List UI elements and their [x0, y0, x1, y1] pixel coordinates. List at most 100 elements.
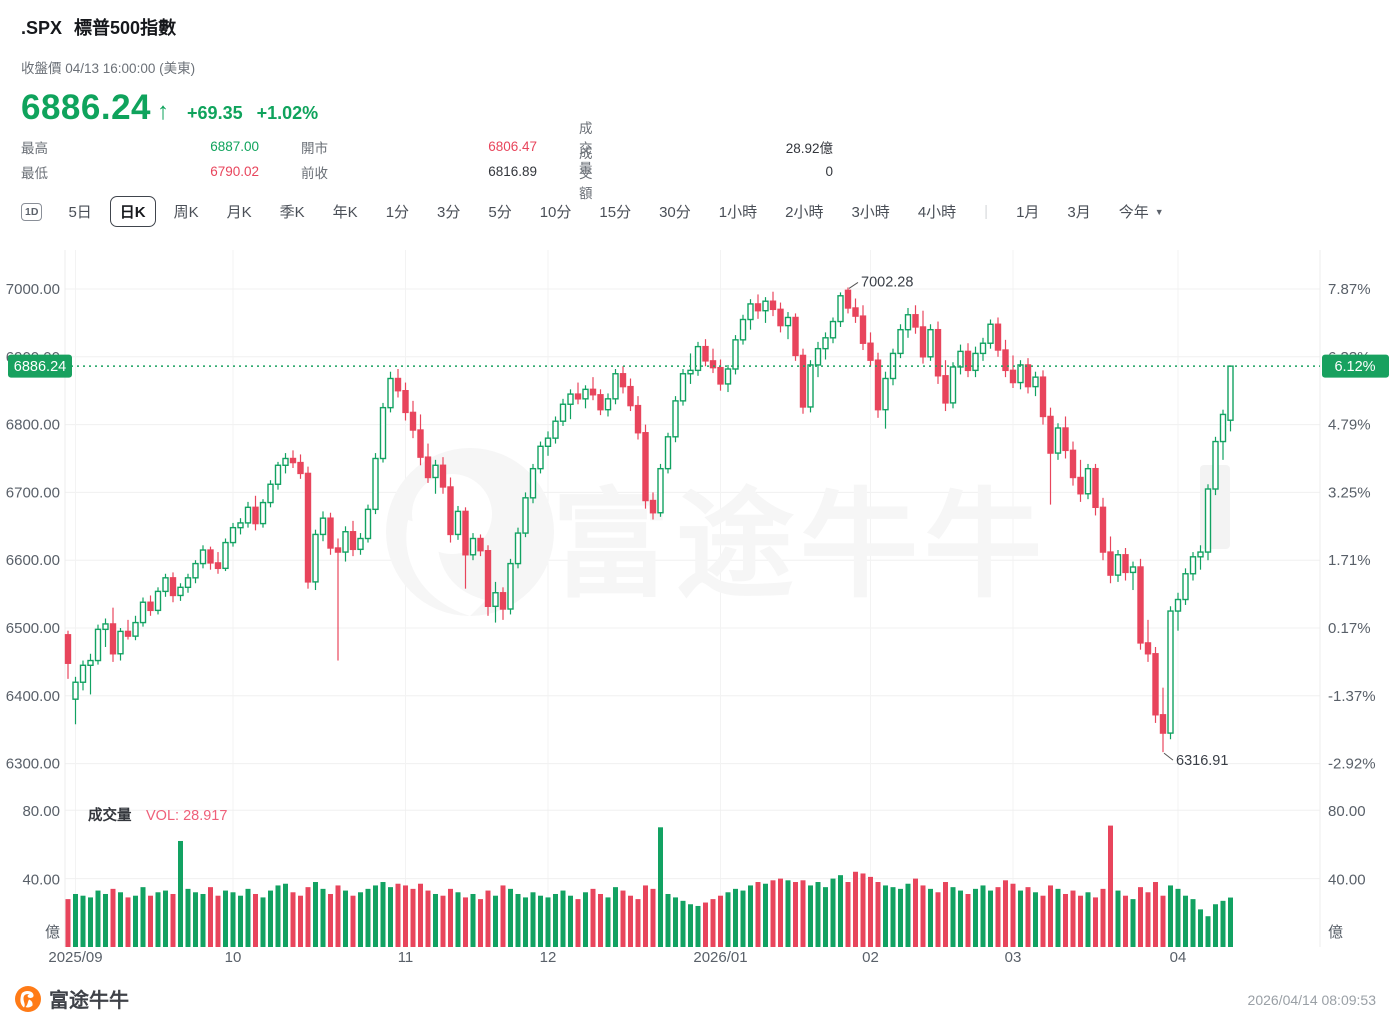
volume-bar	[875, 882, 881, 947]
prev-close-value: 6816.89	[488, 164, 537, 179]
chevron-down-icon: ▼	[1154, 206, 1164, 217]
period-button-2[interactable]: 周K	[173, 204, 199, 221]
volume-bar	[568, 895, 573, 947]
candle-down	[852, 307, 859, 317]
candle-down	[447, 486, 454, 536]
candle-up	[1219, 413, 1227, 443]
high-annotation: 7002.28	[861, 274, 913, 290]
candle-up	[1212, 440, 1219, 490]
period-button-9[interactable]: 10分	[539, 204, 572, 221]
candle-up	[687, 369, 694, 375]
candle-down	[1152, 653, 1159, 716]
volume-bar	[395, 883, 401, 947]
volume-bar	[965, 893, 971, 947]
vol-axis-40-right: 40.00	[1328, 872, 1366, 889]
candle-up	[184, 577, 192, 589]
volume-bar	[1213, 904, 1218, 947]
period-button-13[interactable]: 2小時	[785, 204, 824, 221]
period-button-4[interactable]: 季K	[279, 204, 305, 221]
volume-bar	[1190, 899, 1196, 947]
period-button-1[interactable]: 日K	[109, 196, 156, 227]
period-button-0[interactable]: 5日	[68, 204, 92, 221]
period-button-7[interactable]: 3分	[437, 204, 461, 221]
range-button-0[interactable]: 1月	[1016, 204, 1040, 221]
volume-bar	[973, 888, 978, 947]
candle-up	[364, 508, 372, 540]
chart-canvas[interactable]: 7000.007.87%6900.006.33%6800.004.79%6700…	[0, 236, 1392, 978]
candle-up	[342, 531, 349, 553]
period-button-12[interactable]: 1小時	[718, 204, 758, 221]
period-button-5[interactable]: 年K	[332, 204, 358, 221]
candle-up	[514, 532, 522, 565]
candle-up	[1174, 598, 1182, 612]
range-1d-icon-button[interactable]: 1D	[21, 202, 43, 221]
x-axis-label: 12	[540, 949, 557, 966]
candle-up	[199, 549, 207, 565]
volume-bar	[328, 893, 333, 947]
price-axis-label: 6300.00	[6, 756, 60, 773]
candle-up	[102, 623, 109, 631]
candle-up	[949, 366, 957, 404]
volume-bar	[1115, 890, 1121, 947]
period-button-6[interactable]: 1分	[385, 204, 410, 221]
annotation-leader-high	[848, 282, 859, 289]
period-button-8[interactable]: 5分	[488, 204, 512, 221]
volume-bar	[110, 888, 116, 947]
candle-down	[1069, 449, 1077, 479]
volume-bar	[253, 893, 258, 947]
period-button-15[interactable]: 4小時	[917, 204, 957, 221]
candle-up	[507, 562, 514, 610]
volume-bar	[823, 887, 828, 947]
period-button-14[interactable]: 3小時	[851, 204, 890, 221]
volume-bar	[1025, 887, 1031, 947]
volume-bar	[403, 885, 408, 947]
volume-bar	[575, 899, 581, 947]
toolbar-divider: |	[984, 203, 989, 220]
candle-down	[462, 510, 469, 556]
volume-bar	[65, 899, 71, 947]
volume-bar	[140, 887, 146, 947]
volume-bar	[343, 890, 348, 947]
candle-down	[964, 350, 972, 372]
volume-bar	[920, 885, 926, 947]
volume-bar	[1033, 892, 1038, 947]
candle-down	[1077, 476, 1084, 495]
volume-bar	[283, 883, 288, 947]
candle-up	[1167, 610, 1174, 734]
volume-bar	[830, 878, 836, 947]
volume-bar	[553, 893, 558, 947]
candle-up	[882, 377, 889, 411]
volume-bar	[598, 893, 603, 947]
candle-up	[829, 320, 837, 339]
volume-bar	[335, 885, 341, 947]
period-button-11[interactable]: 30分	[659, 204, 691, 221]
volume-bar	[163, 890, 168, 947]
volume-bar	[605, 897, 611, 947]
volume-bar	[1130, 899, 1136, 947]
volume-bar	[838, 875, 843, 947]
symbol-code: .SPX	[21, 18, 63, 38]
period-button-10[interactable]: 15分	[599, 204, 632, 221]
volume-bar	[613, 887, 618, 947]
candle-up	[244, 506, 252, 524]
period-button-3[interactable]: 月K	[226, 204, 252, 221]
candle-up	[612, 373, 619, 400]
volume-bar	[1100, 888, 1106, 947]
volume-bar	[455, 892, 461, 947]
candle-down	[214, 562, 222, 570]
volume-bar	[320, 888, 326, 947]
candle-up	[672, 400, 679, 438]
candle-down	[334, 547, 342, 553]
volume-bar	[118, 892, 123, 947]
candle-down	[597, 394, 604, 411]
volume-bar	[500, 885, 506, 947]
pct-axis-label: 3.25%	[1328, 484, 1371, 501]
range-dropdown[interactable]: 今年 ▼	[1119, 201, 1164, 222]
volume-bar	[193, 892, 198, 947]
candle-up	[1197, 551, 1204, 558]
range-button-1[interactable]: 3月	[1067, 204, 1091, 221]
volume-bar	[958, 890, 963, 947]
volume-bar	[710, 899, 716, 947]
candle-up	[237, 522, 244, 529]
volume-bar	[155, 892, 161, 947]
